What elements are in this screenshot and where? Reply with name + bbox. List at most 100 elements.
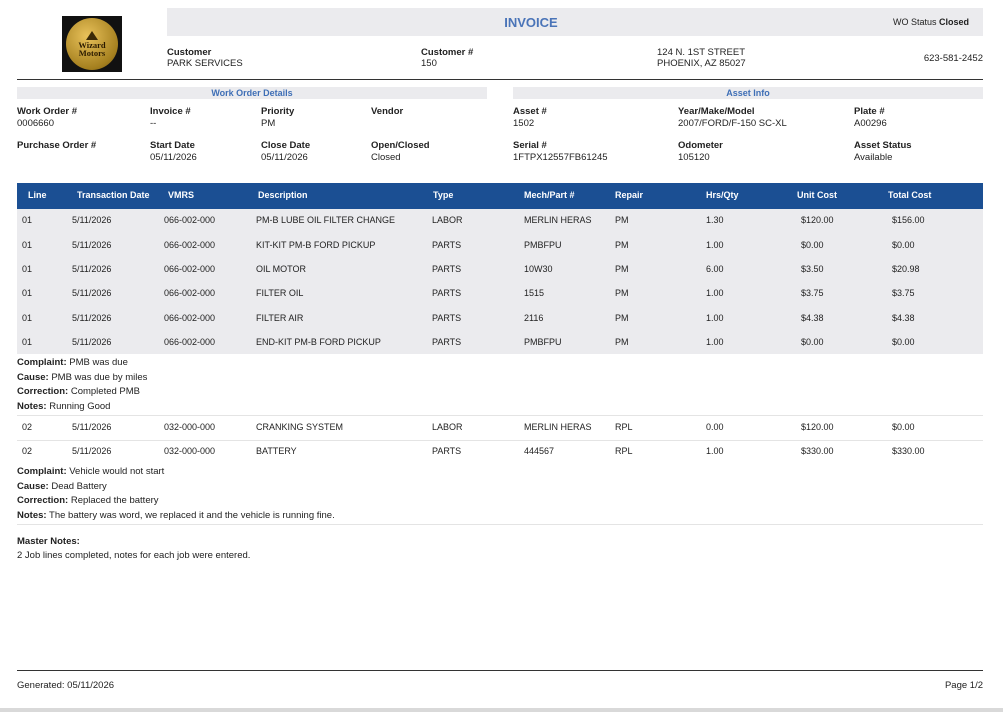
cell-description: END-KIT PM-B FORD PICKUP [256, 337, 381, 347]
col-type: Type [433, 190, 454, 200]
job-note-text: Vehicle would not start [69, 466, 165, 477]
cell-type: PARTS [432, 240, 462, 250]
priority-value: PM [261, 118, 276, 129]
invoice-number: -- [150, 118, 157, 129]
cell-total-cost: $0.00 [892, 240, 915, 250]
col-line: Line [28, 190, 47, 200]
close-date: 05/11/2026 [261, 152, 308, 163]
col-hrs-qty: Hrs/Qty [706, 190, 739, 200]
cell-unit-cost: $330.00 [801, 446, 834, 456]
cell-hrs-qty: 1.00 [706, 240, 724, 250]
work-order-number-label: Work Order # [17, 106, 78, 117]
job-note-line: Correction: Replaced the battery [17, 495, 159, 506]
cell-repair: PM [615, 337, 629, 347]
job-note-label: Correction: [17, 495, 69, 506]
cell-hrs-qty: 0.00 [706, 422, 724, 432]
job-note-label: Complaint: [17, 357, 67, 368]
cell-type: PARTS [432, 337, 462, 347]
cell-description: PM-B LUBE OIL FILTER CHANGE [256, 215, 396, 225]
cell-type: LABOR [432, 215, 463, 225]
cell-mech-part: MERLIN HERAS [524, 215, 592, 225]
cell-transaction-date: 5/11/2026 [72, 337, 112, 347]
footer-divider [17, 670, 983, 671]
job-note-text: Running Good [49, 400, 111, 412]
job-note-text: PMB was due by miles [51, 371, 148, 383]
job-note-line: Cause: Dead Battery [17, 481, 107, 492]
col-repair: Repair [615, 190, 644, 200]
cell-total-cost: $156.00 [892, 215, 925, 225]
asset-number-label: Asset # [513, 106, 547, 117]
cell-mech-part: 444567 [524, 446, 555, 456]
cell-unit-cost: $4.38 [801, 313, 824, 323]
notes-divider [17, 524, 983, 525]
logo-emblem: Wizard Motors [66, 18, 118, 70]
asset-number: 1502 [513, 118, 535, 129]
year-make-model: 2007/FORD/F-150 SC-XL [678, 118, 787, 129]
row-divider [17, 440, 983, 441]
cell-hrs-qty: 6.00 [706, 264, 724, 274]
cell-type: PARTS [432, 264, 462, 274]
cell-mech-part: PMBFPU [524, 337, 562, 347]
col-total-cost: Total Cost [888, 190, 932, 200]
cell-line: 02 [22, 422, 33, 432]
cell-type: PARTS [432, 288, 462, 298]
cell-repair: RPL [615, 446, 633, 456]
page-title: INVOICE [504, 15, 558, 30]
job-note-text: Dead Battery [51, 480, 107, 492]
cell-line: 01 [22, 313, 33, 323]
wo-status-value: Closed [938, 17, 969, 27]
cell-line: 01 [22, 240, 33, 250]
cell-repair: PM [615, 264, 629, 274]
asset-status-label: Asset Status [854, 140, 912, 151]
wo-status: WO Status Closed [893, 17, 969, 27]
job-note-text: PMB was due [69, 357, 128, 368]
job-note-line: Notes: The battery was word, we replaced… [17, 510, 335, 521]
cell-description: FILTER OIL [256, 288, 304, 298]
cell-line: 01 [22, 288, 33, 298]
cell-mech-part: MERLIN HERAS [524, 422, 592, 432]
cell-hrs-qty: 1.00 [706, 288, 724, 298]
logo-text-line1: Wizard [78, 40, 106, 50]
cell-hrs-qty: 1.00 [706, 446, 724, 456]
header-divider [17, 79, 983, 80]
page-bottom-edge [0, 708, 1003, 712]
serial-number: 1FTPX12557FB61245 [513, 152, 608, 163]
cell-hrs-qty: 1.00 [706, 337, 724, 347]
serial-number-label: Serial # [513, 140, 547, 151]
cell-line: 02 [22, 446, 33, 456]
odometer-value: 105120 [678, 152, 710, 163]
cell-line: 01 [22, 215, 33, 225]
cell-transaction-date: 5/11/2026 [72, 215, 112, 225]
job-note-label: Cause: [17, 371, 49, 383]
cell-mech-part: 2116 [524, 313, 544, 323]
cell-description: CRANKING SYSTEM [256, 422, 344, 432]
start-date: 05/11/2026 [150, 152, 197, 163]
purchase-order-label: Purchase Order # [17, 140, 97, 151]
col-vmrs: VMRS [168, 190, 195, 200]
cell-description: OIL MOTOR [256, 264, 307, 274]
plate-number: A00296 [854, 118, 887, 129]
cell-mech-part: 10W30 [524, 264, 553, 274]
cell-type: LABOR [432, 422, 463, 432]
asset-status: Available [854, 152, 893, 163]
col-unit-cost: Unit Cost [797, 190, 837, 200]
cell-repair: PM [615, 240, 629, 250]
company-logo: Wizard Motors [62, 16, 122, 72]
cell-transaction-date: 5/11/2026 [72, 422, 112, 432]
cell-total-cost: $3.75 [892, 288, 915, 298]
cell-unit-cost: $0.00 [801, 337, 824, 347]
cell-repair: PM [615, 313, 629, 323]
job-note-line: Correction: Completed PMB [17, 386, 140, 397]
cell-vmrs: 066-002-000 [164, 215, 216, 225]
cell-type: PARTS [432, 446, 462, 456]
cell-transaction-date: 5/11/2026 [72, 264, 112, 274]
vendor-label: Vendor [371, 106, 404, 117]
cell-vmrs: 032-000-000 [164, 422, 216, 432]
cell-repair: RPL [615, 422, 633, 432]
cell-vmrs: 032-000-000 [164, 446, 216, 456]
address-line2: PHOENIX, AZ 85027 [657, 58, 746, 69]
cell-description: BATTERY [256, 446, 297, 456]
job-note-line: Complaint: Vehicle would not start [17, 466, 164, 477]
job-note-text: The battery was word, we replaced it and… [49, 509, 335, 521]
work-order-details-heading: Work Order Details [17, 87, 487, 99]
